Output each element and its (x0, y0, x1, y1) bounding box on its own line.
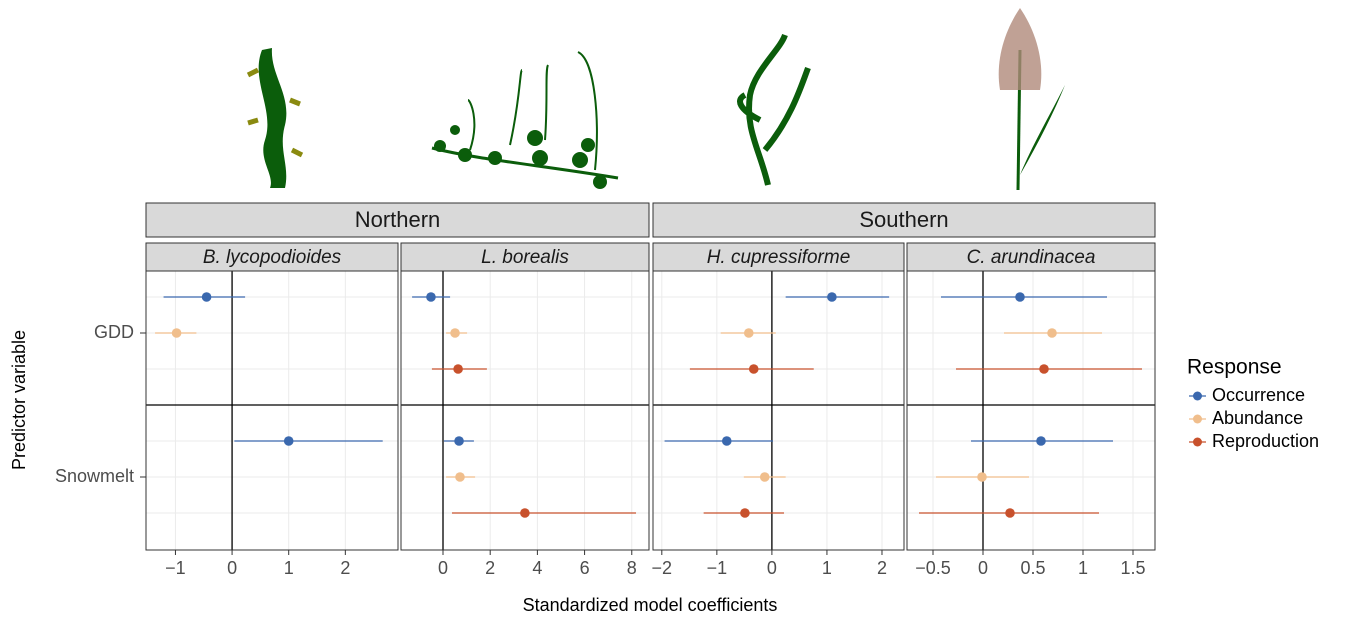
point (520, 508, 530, 518)
x-tick-label: 0 (767, 558, 777, 578)
panel-border (906, 270, 1156, 551)
legend-title: Response (1187, 356, 1282, 379)
point (1005, 508, 1015, 518)
legend-label: Occurrence (1212, 385, 1305, 405)
group-strip-label: Southern (859, 207, 948, 232)
panel-background (907, 271, 1155, 550)
point (721, 436, 732, 446)
panel-title: B. lycopodioides (203, 247, 342, 268)
group-strip (145, 202, 650, 238)
point (201, 292, 212, 302)
legend-label: Abundance (1212, 408, 1303, 428)
x-axis-label: Standardized model coefficients (523, 595, 778, 615)
strip (145, 242, 399, 272)
plant-illustrations (246, 8, 1065, 191)
x-tick-label: 8 (627, 558, 637, 578)
strip (652, 242, 905, 272)
group-strip (652, 202, 1156, 238)
point (1047, 328, 1057, 338)
x-tick-label: 0 (227, 558, 237, 578)
point (743, 328, 754, 338)
x-tick-label: −1 (165, 558, 186, 578)
point (740, 508, 750, 518)
x-tick-label: 2 (485, 558, 495, 578)
x-tick-label: 1 (822, 558, 832, 578)
point (171, 328, 182, 338)
y-tick-label: Snowmelt (55, 466, 134, 486)
y-tick-label: GDD (94, 322, 134, 342)
panel-title: L. borealis (481, 247, 569, 268)
point (426, 292, 436, 302)
panel-border (652, 270, 905, 551)
strip (906, 242, 1156, 272)
point (454, 436, 464, 446)
point (1036, 436, 1046, 446)
x-tick-label: 1 (1078, 558, 1088, 578)
x-tick-label: 0 (978, 558, 988, 578)
x-tick-label: 6 (580, 558, 590, 578)
legend-label: Reproduction (1212, 431, 1319, 451)
point (283, 436, 294, 446)
point (1039, 364, 1049, 374)
x-tick-label: 2 (340, 558, 350, 578)
point (450, 328, 460, 338)
point (453, 364, 463, 374)
point (827, 292, 837, 302)
point (977, 472, 987, 482)
point (455, 472, 465, 482)
panel-border (145, 270, 399, 551)
x-tick-label: 1.5 (1120, 558, 1145, 578)
strip (400, 242, 650, 272)
point (759, 472, 770, 482)
legend-key-point (1193, 437, 1202, 447)
x-tick-label: −2 (652, 558, 673, 578)
y-axis-label: Predictor variable (9, 330, 29, 470)
panel-background (401, 271, 649, 550)
panel-background (146, 271, 398, 550)
group-strip-label: Northern (355, 207, 441, 232)
panel-border (400, 270, 650, 551)
x-tick-label: 0 (438, 558, 448, 578)
x-tick-label: 4 (532, 558, 542, 578)
x-tick-label: −1 (707, 558, 728, 578)
x-tick-label: 0.5 (1020, 558, 1045, 578)
point (1015, 292, 1025, 302)
x-tick-label: −0.5 (915, 558, 951, 578)
panel-title: C. arundinacea (967, 247, 1096, 268)
legend-key-point (1193, 414, 1202, 424)
x-tick-label: 1 (284, 558, 294, 578)
legend-key-point (1193, 391, 1202, 401)
panel-background (653, 271, 904, 550)
point (748, 364, 759, 374)
x-tick-label: 2 (877, 558, 887, 578)
panel-title: H. cupressiforme (707, 247, 851, 268)
